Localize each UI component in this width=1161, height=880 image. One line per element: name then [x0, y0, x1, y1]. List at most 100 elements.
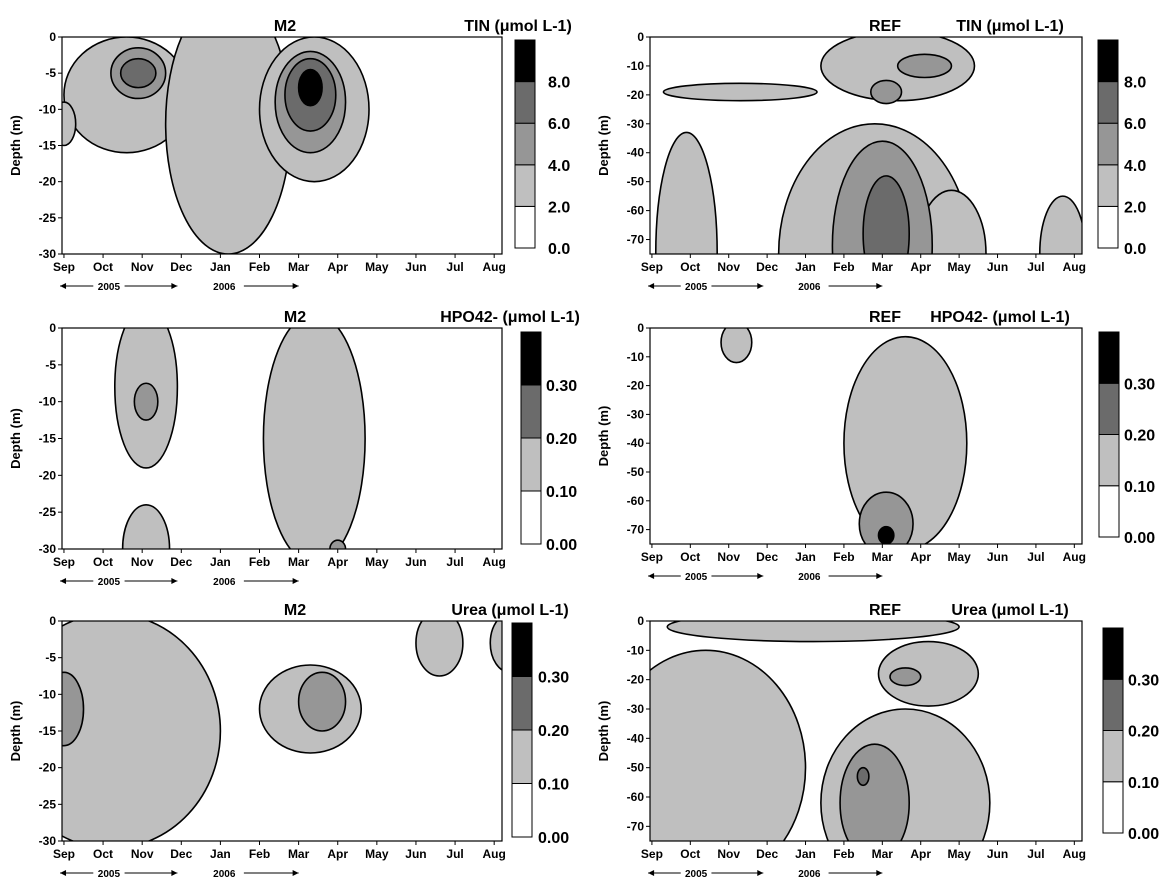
colorbar-label: 0.0 — [1124, 241, 1146, 258]
colorbar-swatch — [511, 783, 533, 838]
x-tick-label: Mar — [872, 260, 894, 274]
y-tick-label: -20 — [627, 673, 645, 687]
y-axis-label: Depth (m) — [8, 701, 23, 762]
x-tick-label: Jul — [446, 260, 463, 274]
colorbar-label: 2.0 — [1124, 199, 1146, 216]
x-tick-label: Jun — [405, 847, 426, 861]
year-label: 2006 — [798, 869, 821, 880]
plot-frame — [649, 327, 1083, 545]
colorbar-swatch — [1102, 730, 1124, 783]
x-tick-label: May — [365, 555, 389, 569]
x-tick-label: May — [365, 847, 389, 861]
contour-region — [720, 328, 753, 364]
y-axis-label: Depth (m) — [596, 701, 611, 762]
y-tick-label: 0 — [637, 321, 644, 335]
colorbar-swatch — [520, 490, 542, 545]
x-tick-label: May — [947, 847, 971, 861]
y-tick-label: -10 — [39, 687, 57, 701]
y-tick-label: -15 — [39, 724, 57, 738]
colorbar-swatch — [1097, 205, 1119, 249]
x-tick-label: Jul — [1027, 847, 1044, 861]
x-tick-label: Jul — [446, 847, 463, 861]
colorbar-label: 6.0 — [1124, 116, 1146, 133]
x-tick-label: Jun — [987, 260, 1008, 274]
variable-label: TIN (μmol L-1) — [464, 18, 572, 35]
colorbar-swatch — [1097, 81, 1119, 124]
contour-fill — [62, 328, 502, 549]
year-label: 2006 — [798, 282, 821, 293]
contour-region — [262, 328, 366, 549]
y-tick-label: -30 — [39, 542, 57, 556]
y-tick-label: -40 — [627, 146, 645, 160]
y-tick-label: -10 — [627, 643, 645, 657]
contour-region — [62, 101, 77, 147]
contour-region — [62, 671, 85, 747]
x-tick-label: Feb — [833, 260, 854, 274]
y-tick-label: -30 — [627, 117, 645, 131]
contour-fill — [62, 621, 502, 841]
variable-label: Urea (μmol L-1) — [451, 602, 568, 619]
y-tick-label: -70 — [627, 233, 645, 247]
x-tick-label: Oct — [93, 555, 113, 569]
x-tick-label: Nov — [131, 555, 154, 569]
contour-region — [133, 382, 159, 421]
y-tick-label: -10 — [39, 102, 57, 116]
y-tick-label: -15 — [39, 139, 57, 153]
year-label: 2005 — [98, 577, 121, 588]
year-label: 2006 — [213, 869, 236, 880]
y-tick-label: 0 — [637, 614, 644, 628]
y-tick-label: -10 — [39, 395, 57, 409]
year-label: 2006 — [798, 572, 821, 583]
x-tick-label: Aug — [1063, 260, 1086, 274]
x-tick-label: Jul — [446, 555, 463, 569]
y-tick-label: -20 — [39, 175, 57, 189]
colorbar-swatch — [1098, 485, 1120, 538]
y-tick-label: -15 — [39, 432, 57, 446]
colorbar-swatch — [520, 437, 542, 492]
y-tick-label: -50 — [627, 465, 645, 479]
contour-region — [297, 68, 323, 107]
colorbar-swatch — [1102, 678, 1124, 731]
x-tick-label: Apr — [327, 260, 348, 274]
colorbar-label: 4.0 — [1124, 158, 1146, 175]
contour-region — [858, 491, 914, 544]
x-tick-label: Jan — [210, 260, 231, 274]
colorbar-label: 0.30 — [1124, 376, 1155, 393]
x-tick-label: Sep — [53, 847, 75, 861]
x-tick-label: Jan — [210, 847, 231, 861]
x-tick-label: Jul — [1027, 550, 1044, 564]
x-tick-label: Sep — [641, 260, 663, 274]
x-tick-label: Dec — [170, 847, 192, 861]
x-tick-label: Feb — [833, 847, 854, 861]
contour-fill — [650, 621, 1082, 841]
y-tick-label: -5 — [45, 66, 56, 80]
contour-fill — [650, 37, 1082, 254]
y-tick-label: -5 — [45, 358, 56, 372]
colorbar-swatch — [514, 164, 536, 207]
x-tick-label: Apr — [910, 260, 931, 274]
colorbar-label: 0.20 — [546, 431, 577, 448]
x-tick-label: May — [947, 260, 971, 274]
contour-region — [889, 667, 922, 687]
x-tick-label: Mar — [288, 847, 310, 861]
x-tick-label: May — [947, 550, 971, 564]
y-tick-label: 0 — [637, 30, 644, 44]
colorbar-swatch — [511, 622, 533, 677]
colorbar-label: 6.0 — [548, 116, 570, 133]
y-tick-label: -25 — [39, 797, 57, 811]
colorbar-swatch — [514, 205, 536, 249]
x-tick-label: Mar — [288, 555, 310, 569]
colorbar-swatch — [511, 676, 533, 731]
year-label: 2005 — [98, 869, 121, 880]
colorbar-swatch — [514, 122, 536, 166]
contour-region — [856, 766, 870, 787]
colorbar-swatch — [1102, 627, 1124, 680]
x-tick-label: Jan — [795, 847, 816, 861]
colorbar-label: 0.20 — [1128, 724, 1159, 741]
x-tick-label: Feb — [249, 260, 270, 274]
contour-region — [662, 82, 818, 102]
y-axis-label: Depth (m) — [8, 408, 23, 469]
